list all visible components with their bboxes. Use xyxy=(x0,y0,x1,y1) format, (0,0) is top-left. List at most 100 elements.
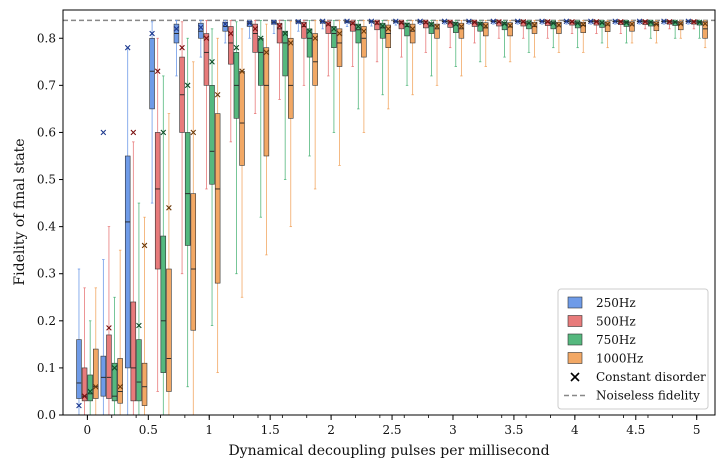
marker-stroke-b xyxy=(661,18,667,25)
box-500Hz-0 xyxy=(81,287,88,416)
constant-disorder-marker xyxy=(428,21,435,27)
marker-stroke-b xyxy=(539,18,545,25)
box-body xyxy=(325,21,332,34)
box-750Hz-1.4 xyxy=(258,19,264,218)
box-body xyxy=(306,28,313,58)
constant-disorder-marker xyxy=(136,322,142,329)
box-1000Hz-4.6 xyxy=(653,19,660,44)
box-250Hz-1.6 xyxy=(271,19,277,34)
legend-swatch xyxy=(567,352,583,364)
box-body xyxy=(574,21,581,29)
constant-disorder-marker xyxy=(526,20,532,26)
box-750Hz-5 xyxy=(696,19,703,39)
box-1000Hz-4.8 xyxy=(677,19,684,39)
marker-stroke-b xyxy=(588,18,594,25)
marker-stroke-b xyxy=(149,30,155,37)
box-body xyxy=(154,132,161,270)
box-body xyxy=(149,37,155,110)
box-1000Hz-3.8 xyxy=(556,19,562,53)
box-body xyxy=(87,374,93,402)
constant-disorder-marker xyxy=(447,19,453,26)
box-500Hz-1 xyxy=(203,19,210,190)
box-250Hz-4.6 xyxy=(636,18,643,25)
constant-disorder-marker xyxy=(130,129,137,136)
marker-stroke-b xyxy=(618,18,624,25)
constant-disorder-marker xyxy=(647,19,654,26)
constant-disorder-marker xyxy=(287,40,294,46)
constant-disorder-marker xyxy=(184,82,191,89)
constant-disorder-marker xyxy=(166,205,172,211)
box-body xyxy=(100,355,107,397)
constant-disorder-marker xyxy=(531,22,538,28)
legend-marker-b xyxy=(570,372,580,382)
box-1000Hz-5 xyxy=(702,19,708,49)
marker-stroke-b xyxy=(179,44,185,51)
constant-disorder-marker xyxy=(629,21,635,27)
constant-disorder-marker xyxy=(271,19,277,26)
marker-stroke-b xyxy=(117,383,123,390)
box-500Hz-1.8 xyxy=(301,19,307,86)
marker-stroke-b xyxy=(379,23,386,29)
box-body xyxy=(648,21,654,27)
box-body xyxy=(203,33,210,86)
box-250Hz-2 xyxy=(319,18,326,30)
x-tick-label: 5 xyxy=(693,423,701,437)
box-body xyxy=(507,22,513,37)
box-250Hz-3.4 xyxy=(490,18,497,25)
box-body xyxy=(531,21,538,34)
marker-stroke-b xyxy=(563,18,570,25)
box-250Hz-0.8 xyxy=(173,19,180,77)
box-500Hz-0.6 xyxy=(154,37,161,392)
box-500Hz-0.2 xyxy=(106,226,112,416)
marker-stroke-b xyxy=(87,388,93,395)
marker-stroke-b xyxy=(312,35,318,42)
box-250Hz-4 xyxy=(563,18,570,25)
constant-disorder-marker xyxy=(423,19,429,26)
box-500Hz-3.8 xyxy=(544,18,551,39)
marker-stroke-b xyxy=(100,129,107,136)
marker-stroke-b xyxy=(349,20,356,26)
marker-stroke-b xyxy=(580,21,587,28)
constant-disorder-marker xyxy=(417,18,423,25)
marker-stroke-b xyxy=(325,21,332,27)
box-1000Hz-1.2 xyxy=(239,28,245,298)
box-body xyxy=(252,23,258,53)
box-body xyxy=(458,22,465,39)
box-250Hz-0.4 xyxy=(124,44,131,416)
box-500Hz-2.4 xyxy=(374,19,380,63)
marker-stroke-b xyxy=(458,23,465,30)
constant-disorder-marker xyxy=(344,18,350,25)
legend-entry: 1000Hz xyxy=(567,352,643,366)
constant-disorder-marker xyxy=(319,18,326,25)
box-1000Hz-3.2 xyxy=(482,19,489,67)
box-750Hz-1.6 xyxy=(282,19,288,180)
legend-label: 500Hz xyxy=(596,315,636,329)
marker-stroke-b xyxy=(124,44,131,51)
x-tick-label: 3 xyxy=(449,423,457,437)
marker-stroke-b xyxy=(111,365,118,371)
marker-stroke-b xyxy=(130,129,137,136)
constant-disorder-marker xyxy=(374,19,380,26)
constant-disorder-marker xyxy=(604,21,611,27)
marker-stroke-b xyxy=(520,18,527,25)
legend-entry: Constant disorder xyxy=(570,370,706,384)
box-1000Hz-1.4 xyxy=(263,23,270,256)
box-1000Hz-4.2 xyxy=(604,19,611,49)
box-250Hz-4.2 xyxy=(588,18,594,25)
marker-stroke-b xyxy=(501,20,508,27)
box-body xyxy=(556,21,562,34)
box-750Hz-4.2 xyxy=(599,19,605,44)
constant-disorder-marker xyxy=(295,18,302,25)
box-1000Hz-1 xyxy=(214,37,221,374)
constant-disorder-marker xyxy=(312,35,318,42)
y-tick-label: 0.5 xyxy=(37,173,56,187)
marker-stroke-b xyxy=(574,20,581,26)
box-body xyxy=(604,21,611,32)
box-body xyxy=(483,22,489,37)
box-250Hz-0 xyxy=(76,268,82,416)
box-250Hz-3.6 xyxy=(514,18,521,25)
constant-disorder-marker xyxy=(179,44,185,51)
marker-stroke-b xyxy=(702,20,708,27)
x-tick-label: 0 xyxy=(84,423,92,437)
